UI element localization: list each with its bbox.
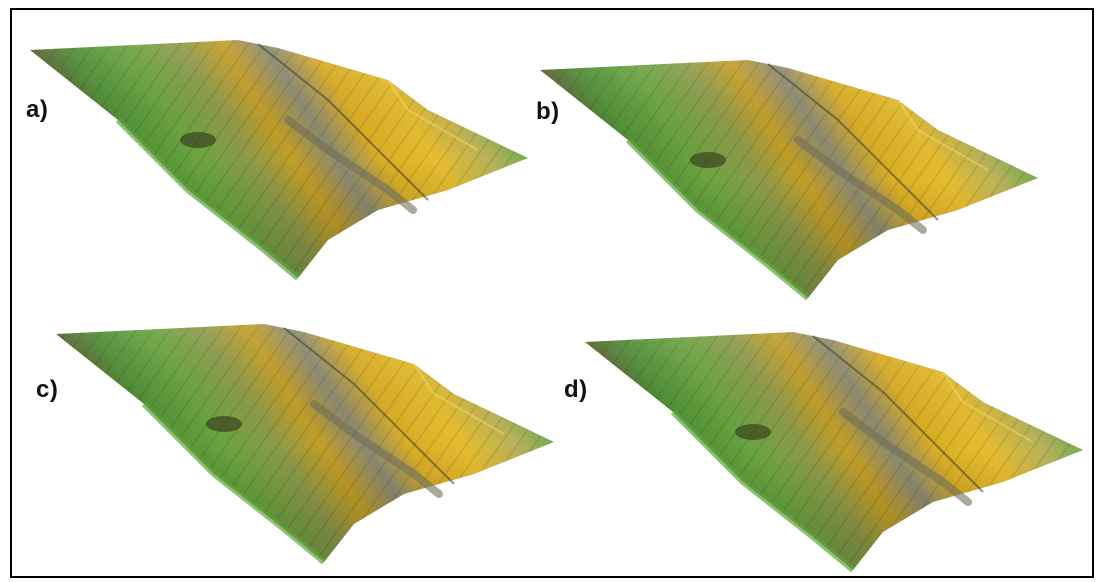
terrain-model-a bbox=[18, 40, 538, 280]
terrain-panel-a bbox=[18, 40, 538, 280]
panel-label-d: d) bbox=[564, 376, 588, 403]
terrain-model-c bbox=[44, 324, 564, 564]
panel-label-b: b) bbox=[536, 98, 560, 125]
terrain-model-d bbox=[568, 332, 1098, 572]
figure-frame: a) b) c) d) bbox=[10, 8, 1094, 578]
panel-label-c: c) bbox=[36, 376, 59, 403]
terrain-model-b bbox=[528, 60, 1048, 300]
panel-label-a: a) bbox=[26, 96, 49, 123]
terrain-panel-d bbox=[568, 332, 1098, 572]
terrain-panel-c bbox=[44, 324, 564, 564]
terrain-panel-b bbox=[528, 60, 1048, 300]
